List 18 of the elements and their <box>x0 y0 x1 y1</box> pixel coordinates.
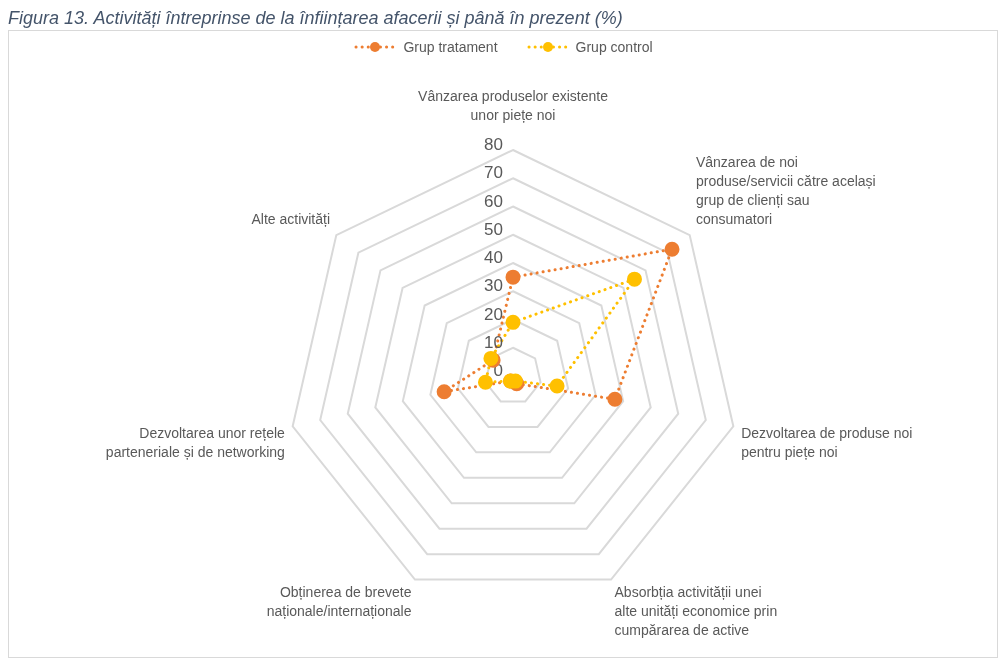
legend-label: Grup control <box>574 39 653 55</box>
y-tick-label: 20 <box>484 304 503 324</box>
spoke-label: Dezvoltarea unor rețele parteneriale și de networking <box>105 425 286 461</box>
y-tick-label: 30 <box>484 276 503 296</box>
chart-title: Figura 13. Activități întreprinse de la înființarea afacerii și până în prezent (%) <box>8 8 624 30</box>
spoke-label: Obținerea de brevete naționale/internaționale <box>266 583 412 619</box>
y-tick-label: 80 <box>484 135 503 154</box>
spoke-label: Alte activități <box>251 211 331 228</box>
y-tick-label: 10 <box>484 332 503 352</box>
y-tick-label: 40 <box>484 248 503 267</box>
y-tick-label: 50 <box>484 219 503 239</box>
legend-label: Grup tratament <box>402 39 498 55</box>
y-tick-label: 60 <box>484 191 503 211</box>
spoke-label: Dezvoltarea de produse noi pentru piețe noi <box>741 425 913 461</box>
spoke-label: Vânzarea de noi produse/servicii către același grup de clienți sau consumatori <box>695 154 876 228</box>
spoke-label: Vânzarea produselor existente unor piețe noi <box>418 88 609 123</box>
y-tick-label: 70 <box>484 163 503 183</box>
spoke-label: Absorbția activității unei alte unități economice prin cumpărarea de active <box>614 583 778 638</box>
